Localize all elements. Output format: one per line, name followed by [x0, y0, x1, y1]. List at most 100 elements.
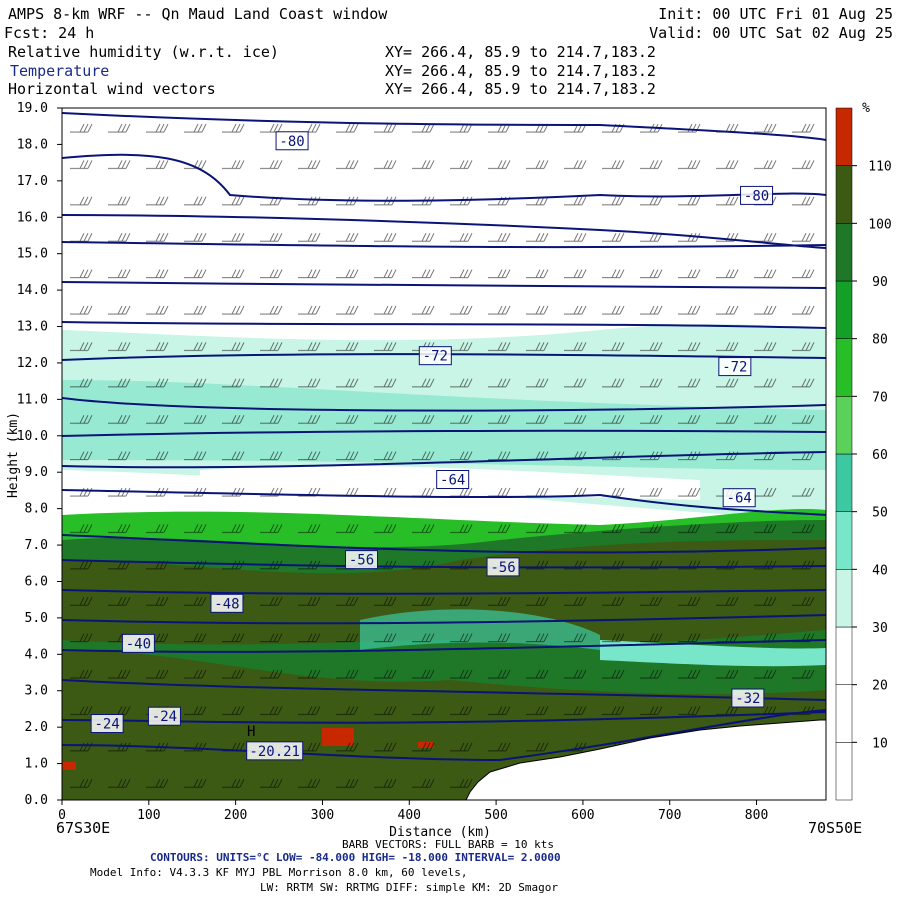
- colorbar-label: 50: [872, 506, 888, 521]
- y-axis-ticks: 0.0 1.0 2.0 3.0 4.0 5.0 6.0 7.0 8.0 9.0 10.0 11.0 12…: [17, 101, 62, 808]
- y-tick-label: 11.0: [17, 392, 48, 407]
- contour-label: H: [247, 724, 255, 740]
- plot-frame: [61, 107, 827, 801]
- contour-label-box: [210, 593, 244, 613]
- colorbar-segment: [835, 742, 853, 801]
- y-tick-label: 10.0: [17, 429, 48, 444]
- contour-label-box: [418, 346, 452, 366]
- contour-label-box: [345, 550, 379, 570]
- contour-label-box: [147, 706, 181, 726]
- y-tick-label: 6.0: [25, 574, 48, 589]
- contour-label: -24: [152, 709, 177, 725]
- colorbar-segment: [835, 280, 853, 339]
- plot-area: -80 -80 -72 -72 -64 -64 -56 -56 -48 -40 -24 -24 -32 -…: [62, 108, 826, 800]
- colorbar-segment: [835, 684, 853, 743]
- y-tick-label: 19.0: [17, 101, 48, 116]
- y-tick-label: 0.0: [25, 793, 48, 808]
- y-tick-label: 5.0: [25, 611, 48, 626]
- y-tick-label: 1.0: [25, 757, 48, 772]
- colorbar-label: 60: [872, 448, 888, 463]
- contour-label: -64: [440, 472, 465, 488]
- x-tick-label: 800: [745, 808, 768, 823]
- y-tick-label: 15.0: [17, 247, 48, 262]
- y-tick-label: 17.0: [17, 174, 48, 189]
- x-tick-label: 300: [311, 808, 334, 823]
- colorbar-segment: [835, 626, 853, 685]
- colorbar-segment: [835, 511, 853, 570]
- x-tick-label: 100: [137, 808, 160, 823]
- y-tick-label: 18.0: [17, 137, 48, 152]
- y-tick-label: 7.0: [25, 538, 48, 553]
- field-name-rh: Relative humidity (w.r.t. ice): [8, 43, 279, 61]
- contour-labels: -80 -80 -72 -72 -64 -64 -56 -56 -48 -40 -24 -24 -32 -…: [90, 131, 774, 761]
- x-tick-label: 600: [571, 808, 594, 823]
- left-endpoint: 67S30E: [56, 819, 110, 837]
- colorbar-label: 30: [872, 621, 888, 636]
- y-tick-label: 3.0: [25, 684, 48, 699]
- contour-label-box: [740, 185, 774, 205]
- x-tick-label: 200: [224, 808, 247, 823]
- colorbar-label: 20: [872, 679, 888, 694]
- model-info-2: LW: RRTM SW: RRTMG DIFF: simple KM: 2D S…: [260, 881, 558, 894]
- y-tick-label: 14.0: [17, 283, 48, 298]
- colorbar-label: 80: [872, 333, 888, 348]
- contours-info: CONTOURS: UNITS=°C LOW= -84.000 HIGH= -1…: [150, 851, 561, 864]
- colorbar-unit: %: [862, 101, 870, 116]
- field-name-wind: Horizontal wind vectors: [8, 80, 216, 98]
- colorbar-segment: [835, 569, 853, 628]
- contour-label-box: [275, 131, 309, 151]
- contour-label: -40: [126, 636, 151, 652]
- contour-label: -20.21: [249, 744, 300, 760]
- contour-label: -72: [423, 349, 448, 365]
- y-tick-label: 9.0: [25, 465, 48, 480]
- contour-label-box: [436, 469, 470, 489]
- colorbar-label: 90: [872, 275, 888, 290]
- x-axis-label: Distance (km): [389, 825, 491, 840]
- colorbar-segment: [835, 223, 853, 282]
- right-endpoint: 70S50E: [808, 819, 862, 837]
- contour-label: -56: [490, 560, 515, 576]
- colorbar-label: 10: [872, 736, 888, 751]
- x-tick-label: 700: [658, 808, 681, 823]
- contour-label-box: [722, 488, 756, 508]
- contour-label: -32: [735, 691, 760, 707]
- y-tick-label: 13.0: [17, 320, 48, 335]
- y-tick-label: 2.0: [25, 720, 48, 735]
- chart-title: AMPS 8-km WRF -- Qn Maud Land Coast wind…: [8, 5, 388, 23]
- model-info: Model Info: V4.3.3 KF MYJ PBL Morrison 8…: [90, 866, 468, 879]
- contour-label-box: [246, 741, 304, 761]
- x-tick-label: 500: [484, 808, 507, 823]
- y-tick-label: 12.0: [17, 356, 48, 371]
- contour-label-box: [731, 688, 765, 708]
- field-xy-wind: XY= 266.4, 85.9 to 214.7,183.2: [385, 80, 656, 98]
- contour-label: -48: [214, 596, 239, 612]
- y-tick-label: 8.0: [25, 502, 48, 517]
- x-tick-label: 0: [58, 808, 66, 823]
- contour-label: -80: [279, 134, 304, 150]
- contour-label-box: [90, 714, 124, 734]
- contour-label: -56: [349, 553, 374, 569]
- contour-label: -24: [94, 717, 119, 733]
- x-tick-label: 400: [398, 808, 421, 823]
- y-tick-label: 4.0: [25, 647, 48, 662]
- colorbar-segment: [835, 107, 853, 166]
- field-xy-rh: XY= 266.4, 85.9 to 214.7,183.2: [385, 43, 656, 61]
- colorbar-label: 70: [872, 390, 888, 405]
- x-axis-ticks: 0 100 200 300 400 500 600 700 800: [58, 800, 768, 823]
- temperature-contours: [62, 112, 826, 762]
- contour-label: -72: [722, 360, 747, 376]
- colorbar-segment: [835, 338, 853, 397]
- colorbar-segment: [835, 453, 853, 512]
- field-xy-temperature: XY= 266.4, 85.9 to 214.7,183.2: [385, 62, 656, 80]
- contour-label-box: [718, 357, 752, 377]
- y-tick-label: 16.0: [17, 210, 48, 225]
- contour-label-box: [486, 557, 520, 577]
- colorbar-label: 110: [868, 160, 891, 175]
- barb-note: BARB VECTORS: FULL BARB = 10 kts: [342, 838, 554, 851]
- field-name-temperature: Temperature: [10, 62, 109, 80]
- init-time: Init: 00 UTC Fri 01 Aug 25: [658, 5, 893, 23]
- colorbar-segment: [835, 396, 853, 455]
- y-axis-label: Height (km): [6, 412, 21, 498]
- colorbar-label: 100: [868, 217, 891, 232]
- colorbar-segment: [835, 165, 853, 224]
